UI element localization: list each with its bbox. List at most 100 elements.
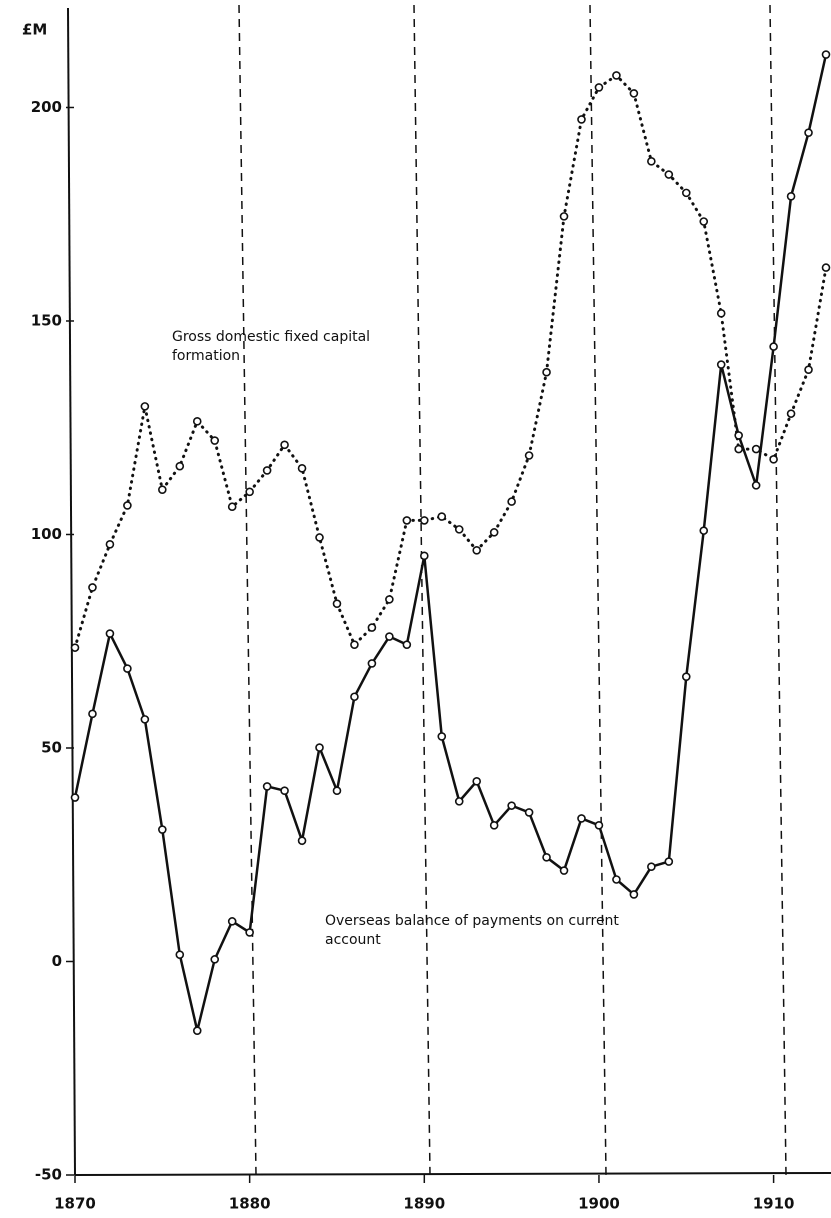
data-point xyxy=(629,89,639,98)
data-point xyxy=(175,950,185,959)
data-point xyxy=(489,820,499,830)
data-point xyxy=(402,640,412,649)
data-point xyxy=(594,820,604,830)
data-point xyxy=(454,525,464,534)
x-tick-label: 1900 xyxy=(578,1195,620,1213)
y-tick-label: 0 xyxy=(52,952,62,970)
data-point xyxy=(140,402,150,411)
y-tick-label: -50 xyxy=(35,1166,62,1184)
data-point xyxy=(594,83,604,92)
data-point xyxy=(681,672,691,681)
data-point xyxy=(437,512,447,521)
data-point xyxy=(821,263,831,272)
dashed-line xyxy=(769,4,787,1176)
data-point xyxy=(192,417,202,426)
data-point xyxy=(140,715,150,724)
data-point xyxy=(280,786,289,795)
data-point xyxy=(70,793,80,802)
series-annotation: Gross domestic fixed capital formation xyxy=(172,329,371,364)
data-point xyxy=(227,502,237,512)
x-tick-label: 1910 xyxy=(753,1195,795,1213)
y-axis xyxy=(67,7,76,1176)
data-point xyxy=(734,444,743,454)
data-point xyxy=(629,890,639,899)
data-point xyxy=(367,659,377,668)
data-point xyxy=(385,632,394,641)
data-point xyxy=(262,782,272,791)
data-point xyxy=(734,431,743,440)
x-tick-label: 1870 xyxy=(54,1195,96,1213)
data-point xyxy=(297,464,307,473)
data-point xyxy=(507,801,516,810)
data-point xyxy=(123,501,132,510)
data-point xyxy=(507,497,516,506)
data-point xyxy=(227,917,237,926)
y-tick-label: 100 xyxy=(31,525,62,543)
data-point xyxy=(105,540,115,549)
data-point xyxy=(751,481,761,490)
x-tick-label: 1890 xyxy=(403,1195,445,1213)
series-annotation: Overseas balance of payments on current … xyxy=(325,913,619,948)
data-point xyxy=(542,853,551,862)
series-line xyxy=(73,73,828,650)
data-point xyxy=(280,440,289,450)
data-point xyxy=(192,1026,202,1035)
data-point xyxy=(804,128,813,137)
data-point xyxy=(88,709,97,719)
x-tick-label: 1880 xyxy=(229,1195,271,1213)
period-lines xyxy=(238,4,787,1176)
data-point xyxy=(332,786,342,795)
data-point xyxy=(699,526,709,535)
data-point xyxy=(245,928,254,937)
dashed-line xyxy=(238,4,257,1176)
data-point xyxy=(350,640,359,649)
data-point xyxy=(821,50,831,59)
data-point xyxy=(577,115,586,124)
data-point xyxy=(699,217,709,226)
y-tick-label: 50 xyxy=(41,738,62,756)
data-point xyxy=(70,643,80,652)
data-point xyxy=(123,664,132,673)
data-point xyxy=(332,599,342,608)
data-point xyxy=(577,814,586,823)
data-point xyxy=(315,743,324,752)
data-point xyxy=(315,533,324,542)
data-point xyxy=(751,444,761,454)
data-point xyxy=(786,409,796,418)
series-line xyxy=(73,53,828,1031)
data-point xyxy=(559,212,569,221)
data-point xyxy=(437,732,447,741)
data-point xyxy=(804,365,813,374)
data-point xyxy=(402,516,412,525)
data-point xyxy=(647,156,656,166)
data-point xyxy=(420,551,429,561)
data-point xyxy=(524,451,534,460)
y-unit-label: £M xyxy=(22,21,47,39)
y-tick-label: 150 xyxy=(31,311,62,329)
data-point xyxy=(664,170,674,179)
data-point xyxy=(158,825,167,834)
data-point xyxy=(262,466,272,475)
data-point xyxy=(664,857,674,866)
data-point xyxy=(472,545,481,555)
data-point xyxy=(681,188,691,198)
data-point xyxy=(769,455,778,464)
data-point xyxy=(612,875,621,884)
data-point xyxy=(88,583,97,592)
data-point xyxy=(489,528,499,537)
data-point xyxy=(716,360,726,369)
data-point xyxy=(210,955,220,964)
data-point xyxy=(385,595,394,604)
data-point xyxy=(647,862,656,872)
data-point xyxy=(524,808,534,817)
data-point xyxy=(542,367,551,377)
data-point xyxy=(367,623,377,632)
data-point xyxy=(716,308,726,318)
data-point xyxy=(245,487,254,497)
data-point xyxy=(612,71,621,80)
data-point xyxy=(105,629,115,638)
y-tick-label: 200 xyxy=(31,98,62,116)
dashed-line xyxy=(589,4,607,1176)
